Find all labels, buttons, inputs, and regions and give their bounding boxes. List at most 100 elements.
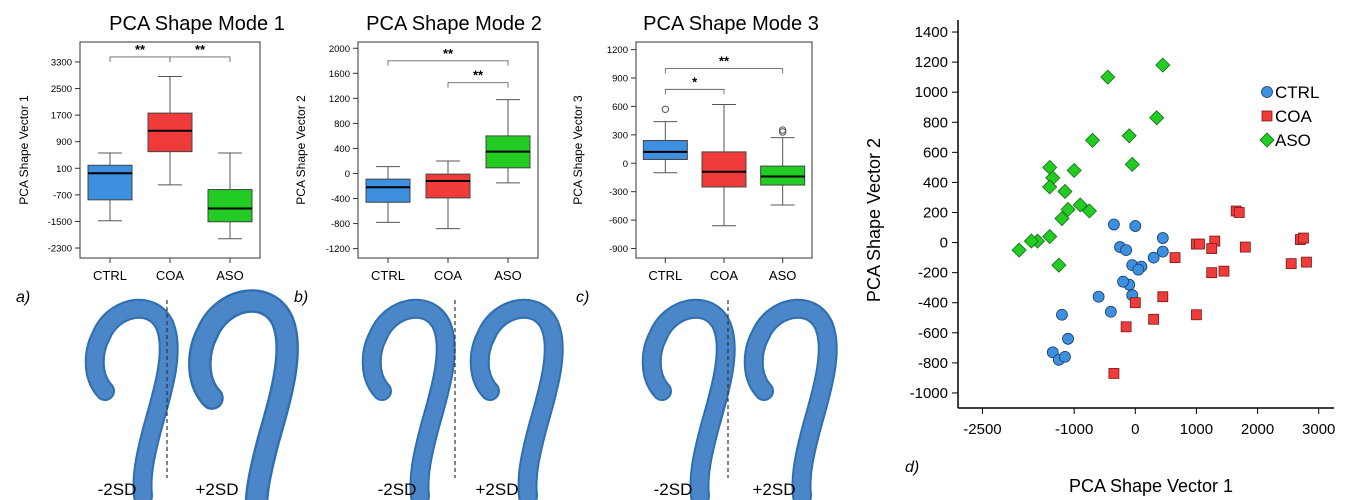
significance-bracket: * (664, 74, 725, 95)
box-outlier (778, 128, 787, 136)
bracket-line (169, 56, 231, 62)
aorta-plus-2sd-body (471, 300, 562, 500)
x-tick-label: CTRL (371, 268, 405, 283)
aorta-minus-2sd-body (86, 300, 177, 500)
data-point (1129, 297, 1141, 309)
plus-2sd-label: +2SD (196, 480, 239, 499)
plus-2sd-label: +2SD (476, 480, 519, 499)
y-tick-label: -800 (918, 355, 948, 372)
y-tick-label: 900 (612, 74, 628, 85)
aorta-minus-2sd (641, 298, 736, 500)
bracket-line (109, 56, 171, 62)
plus-2sd-label: +2SD (753, 480, 796, 499)
x-tick-label: -1000 (1055, 421, 1093, 438)
aorta-minus-2sd (361, 298, 456, 500)
data-point (1042, 179, 1058, 195)
data-point (1081, 203, 1098, 219)
box-iqr (365, 178, 411, 203)
legend-label: COA (1275, 107, 1313, 126)
box-aso (207, 152, 253, 240)
y-axis-label: PCA Shape Vector 1 (17, 95, 31, 205)
y-tick-label: -700 (53, 190, 72, 201)
aorta-plus-2sd (469, 298, 564, 500)
x-tick-label: 0 (1131, 421, 1139, 438)
y-axis-label: PCA Shape Vector 2 (294, 95, 308, 205)
data-point (1157, 291, 1169, 303)
significance-bracket: ** (447, 68, 509, 88)
x-tick-label: COA (710, 268, 739, 283)
data-point (1121, 128, 1137, 144)
bracket-line (447, 82, 509, 88)
data-point (1129, 220, 1142, 232)
series-aso (1011, 57, 1171, 273)
box-iqr (147, 112, 193, 153)
box-aso (760, 126, 806, 206)
data-point (1156, 232, 1169, 244)
y-tick-label: -1000 (910, 385, 948, 402)
data-point (1108, 218, 1120, 231)
box-outlier (778, 126, 787, 134)
series-ctrl (1046, 218, 1169, 366)
data-point (1206, 243, 1218, 254)
y-tick-label: -1200 (326, 244, 350, 255)
y-tick-label: 1700 (51, 111, 72, 122)
series-coa (1108, 205, 1312, 379)
data-point (1169, 252, 1181, 264)
data-point (1051, 257, 1067, 273)
aorta-plus-2sd-body (190, 291, 297, 500)
data-point (1285, 258, 1297, 270)
data-point (1062, 332, 1074, 345)
box-ctrl (642, 105, 688, 174)
y-tick-label: 0 (345, 169, 350, 180)
data-point (1100, 69, 1116, 85)
y-tick-label: -200 (918, 265, 948, 282)
data-point (1155, 57, 1171, 73)
y-tick-label: -300 (609, 187, 628, 198)
scatter-plot-panel: 1400120010008006004002000-200-400-600-80… (864, 20, 1335, 496)
data-point (1124, 156, 1140, 172)
y-tick-label: 2000 (329, 44, 350, 55)
y-tick-label: 0 (623, 159, 628, 170)
y-tick-label: 400 (334, 144, 350, 155)
aorta-minus-2sd-body (363, 300, 454, 500)
y-tick-label: 1000 (915, 84, 948, 101)
data-point (1059, 350, 1071, 363)
data-point (1301, 256, 1312, 268)
y-axis-label: PCA Shape Vector 3 (571, 95, 585, 205)
significance-label: ** (473, 68, 484, 83)
box-panel-b: PCA Shape Mode 2 PCA Shape Vector 2 2000 16… (294, 13, 564, 500)
aorta-plus-2sd-body (745, 300, 836, 500)
x-tick-label: COA (434, 268, 463, 283)
y-tick-label: -600 (918, 325, 948, 342)
box-outlier (661, 105, 670, 113)
panel-label: b) (294, 289, 308, 306)
y-tick-label: 1200 (915, 54, 948, 71)
data-point (1042, 228, 1058, 245)
legend-marker (1259, 132, 1275, 148)
x-tick-label: 3000 (1302, 421, 1335, 438)
significance-label: ** (443, 46, 454, 61)
data-point (1084, 132, 1101, 148)
y-tick-label: 300 (612, 130, 628, 141)
bracket-line (664, 68, 784, 74)
box-iqr (425, 173, 471, 199)
box-ctrl (87, 152, 133, 222)
x-tick-label: ASO (769, 268, 796, 283)
y-tick-label: -400 (331, 194, 350, 205)
y-tick-label: 600 (612, 102, 628, 113)
data-point (1218, 265, 1230, 277)
panel-label: a) (16, 289, 30, 306)
y-tick-label: -900 (609, 244, 628, 255)
data-point (1194, 238, 1205, 250)
x-tick-label: ASO (216, 268, 243, 283)
bracket-line (664, 88, 725, 95)
y-tick-label: -400 (918, 295, 948, 312)
y-tick-label: 800 (923, 114, 948, 131)
minus-2sd-label: -2SD (654, 480, 693, 499)
y-tick-label: 1600 (329, 69, 350, 80)
box-aso (485, 99, 531, 184)
y-tick-label: 1200 (329, 94, 350, 105)
box-iqr (207, 189, 253, 223)
panel-title: PCA Shape Mode 1 (109, 13, 285, 35)
